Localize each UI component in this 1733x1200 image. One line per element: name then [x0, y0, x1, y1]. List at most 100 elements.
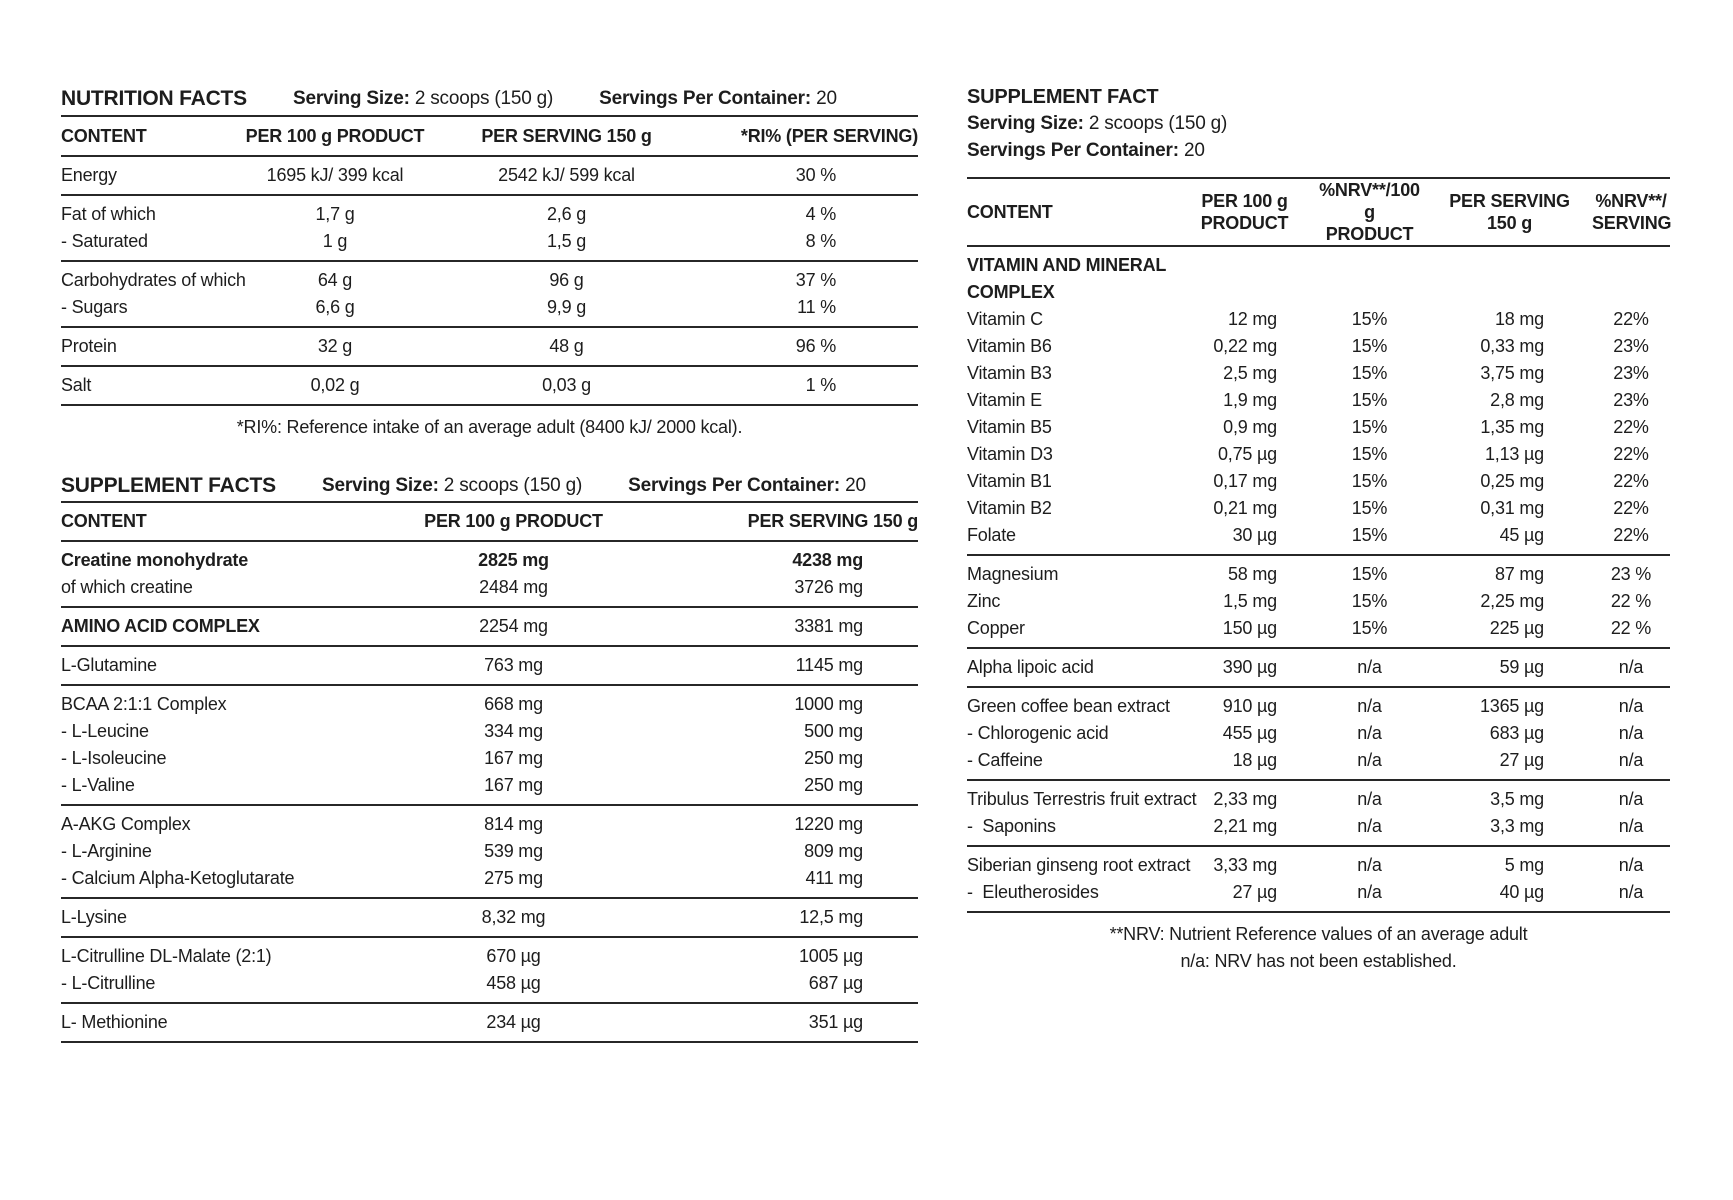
row-value: 11 %: [797, 297, 836, 317]
table-row: - Sugars 6,6 g 9,9 g 11 %: [61, 294, 918, 327]
row-label: Vitamin B6: [967, 336, 1052, 356]
row-label: Folate: [967, 525, 1016, 545]
row-value: 15%: [1351, 444, 1388, 464]
row-value: 455 µg: [1222, 723, 1277, 743]
row-value: 96 g: [549, 270, 584, 290]
column-header: PER 100 g PRODUCT: [424, 511, 603, 531]
row-value: 45 µg: [1499, 525, 1545, 545]
row-label: - Chlorogenic acid: [967, 723, 1109, 743]
row-value: n/a: [1357, 696, 1382, 716]
table-row: BCAA 2:1:1 Complex 668 mg 1000 mg: [61, 685, 918, 718]
row-label: - Sugars: [61, 297, 128, 317]
row-value: n/a: [1357, 816, 1382, 836]
row-value: 3,3 mg: [1490, 816, 1544, 836]
table-row: VITAMIN AND MINERAL COMPLEX: [967, 246, 1670, 306]
supplement-facts-titlebar: SUPPLEMENT FACTS Serving Size: 2 scoops …: [61, 470, 918, 501]
row-value: 15%: [1351, 417, 1388, 437]
row-label: VITAMIN AND MINERAL COMPLEX: [967, 255, 1167, 302]
row-value: 0,21 mg: [1213, 498, 1277, 518]
row-value: 15%: [1351, 471, 1388, 491]
row-value: n/a: [1357, 750, 1382, 770]
serving-size: Serving Size: 2 scoops (150 g): [967, 110, 1670, 137]
servings-per-container: Servings Per Container: 20: [599, 88, 837, 110]
row-value: 351 µg: [808, 1012, 863, 1032]
row-value: 8,32 mg: [481, 907, 546, 927]
row-value: 234 µg: [486, 1012, 541, 1032]
serving-size-label: Serving Size:: [321, 474, 439, 496]
row-value: 2484 mg: [479, 577, 548, 597]
row-value: n/a: [1618, 750, 1644, 770]
table-row: - Saturated 1 g 1,5 g 8 %: [61, 228, 918, 261]
row-label: Vitamin C: [967, 309, 1043, 329]
row-group: Tribulus Terrestris fruit extract 2,33 mg…: [967, 780, 1670, 846]
column-header: CONTENT: [61, 125, 147, 146]
row-group: Protein 32 g 48 g 96 %: [61, 327, 918, 366]
supplement-fact-titleblock: SUPPLEMENT FACT Serving Size: 2 scoops (…: [967, 84, 1670, 164]
row-value: 3381 mg: [794, 616, 863, 636]
row-label: Alpha lipoic acid: [967, 657, 1094, 677]
row-value: 96 %: [795, 336, 836, 356]
row-value: 15%: [1351, 591, 1388, 611]
row-label: - Eleutherosides: [967, 882, 1099, 902]
row-label: - Caffeine: [967, 750, 1043, 770]
row-label: Creatine monohydrate: [61, 550, 249, 570]
table-row: Copper 150 µg 15% 225 µg 22 %: [967, 615, 1670, 648]
serving-size-value: 2 scoops (150 g): [1088, 113, 1228, 134]
row-value: 2542 kJ/ 599 kcal: [498, 165, 635, 185]
row-value: 1145 mg: [795, 655, 864, 675]
row-value: 0,17 mg: [1213, 471, 1277, 491]
row-value: 2254 mg: [479, 616, 548, 636]
row-value: 4 %: [805, 204, 837, 224]
table-row: Vitamin B1 0,17 mg 15% 0,25 mg 22%: [967, 468, 1670, 495]
row-value: 30 µg: [1232, 525, 1278, 545]
table-row: - Calcium Alpha-Ketoglutarate 275 mg 411 m…: [61, 865, 918, 898]
row-value: 48 g: [549, 336, 584, 356]
row-label: Siberian ginseng root extract: [967, 855, 1191, 875]
table-row: A-AKG Complex 814 mg 1220 mg: [61, 805, 918, 838]
row-value: 1005 µg: [798, 946, 863, 966]
serving-size-value: 2 scoops (150 g): [443, 474, 583, 496]
row-label: - L-Arginine: [61, 841, 152, 861]
table-row: - Eleutherosides 27 µg n/a 40 µg n/a: [967, 879, 1670, 912]
row-value: 59 µg: [1499, 657, 1545, 677]
row-value: n/a: [1618, 723, 1644, 743]
table-row: - Chlorogenic acid 455 µg n/a 683 µg n/a: [967, 720, 1670, 747]
row-value: 3,33 mg: [1213, 855, 1277, 875]
row-value: 1,7 g: [315, 204, 355, 224]
row-label: L-Citrulline DL-Malate (2:1): [61, 946, 272, 966]
row-label: L-Glutamine: [61, 655, 157, 675]
row-label: Vitamin E: [967, 390, 1042, 410]
table-row: - Caffeine 18 µg n/a 27 µg n/a: [967, 747, 1670, 780]
row-label: Vitamin B2: [967, 498, 1052, 518]
row-value: n/a: [1357, 789, 1382, 809]
servings-per-container-label: Servings Per Container:: [967, 140, 1179, 161]
table-row: Fat of which 1,7 g 2,6 g 4 %: [61, 195, 918, 228]
row-value: 15%: [1351, 525, 1388, 545]
row-value: 22%: [1613, 309, 1649, 329]
row-value: 539 mg: [484, 841, 543, 861]
row-label: BCAA 2:1:1 Complex: [61, 694, 227, 714]
row-value: 225 µg: [1489, 618, 1544, 638]
serving-size: Serving Size: 2 scoops (150 g): [322, 475, 582, 497]
table-row: Magnesium 58 mg 15% 87 mg 23 %: [967, 555, 1670, 588]
row-value: 2,21 mg: [1213, 816, 1277, 836]
row-value: 15%: [1351, 309, 1388, 329]
row-value: 87 mg: [1494, 564, 1544, 584]
row-value: 15%: [1351, 564, 1388, 584]
row-value: 167 mg: [484, 775, 543, 795]
row-value: 0,25 mg: [1480, 471, 1544, 491]
table-row: L-Citrulline DL-Malate (2:1) 670 µg 1005 µ…: [61, 937, 918, 970]
row-group: L-Lysine 8,32 mg 12,5 mg: [61, 898, 918, 937]
row-label: - L-Isoleucine: [61, 748, 167, 768]
row-value: 2,5 mg: [1223, 363, 1277, 383]
row-value: 910 µg: [1222, 696, 1277, 716]
row-value: 23%: [1613, 336, 1649, 356]
servings-per-container-label: Servings Per Container:: [599, 87, 811, 109]
supplement-facts-table: CONTENT PER 100 g PRODUCT PER SERVING 150 …: [61, 501, 918, 1043]
row-group: Magnesium 58 mg 15% 87 mg 23 % Zinc 1,5 mg 15% 2…: [967, 555, 1670, 648]
row-value: 22%: [1613, 498, 1649, 518]
row-value: 150 µg: [1222, 618, 1277, 638]
row-label: Magnesium: [967, 564, 1059, 584]
row-value: 1,13 µg: [1484, 444, 1544, 464]
table-row: Creatine monohydrate 2825 mg 4238 mg: [61, 541, 918, 574]
